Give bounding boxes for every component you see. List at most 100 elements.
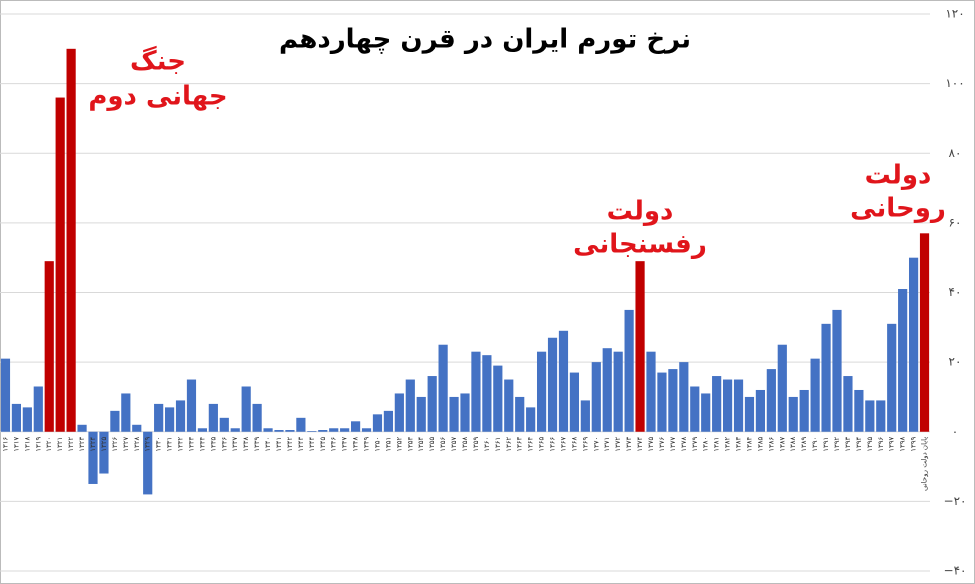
x-tick-label: ۱۳۲۰: [45, 437, 53, 452]
bars: [0, 48, 930, 495]
bar: [799, 389, 809, 432]
bar: [602, 348, 612, 432]
x-tick-label: ۱۳۱۸: [23, 437, 31, 452]
bar: [887, 323, 897, 432]
x-tick-label: ۱۳۸۷: [778, 437, 786, 452]
x-tick-label: ۱۳۸۰: [702, 437, 710, 452]
x-tick-label: ۱۳۵۷: [450, 437, 458, 452]
x-tick-label: ۱۳۴۲: [286, 437, 294, 452]
bar: [22, 407, 32, 432]
bar: [66, 48, 76, 432]
bar: [427, 376, 437, 432]
x-tick-label: ۱۳۳۱: [166, 437, 174, 452]
bar: [471, 351, 481, 432]
x-tick-label: ۱۳۴۸: [352, 437, 360, 452]
x-tick-label: ۱۳۵۰: [373, 437, 381, 452]
x-tick-label: ۱۳۳۷: [231, 437, 239, 452]
x-tick-label: ۱۳۵۱: [384, 437, 392, 452]
x-tick-label: ۱۳۸۶: [767, 437, 775, 452]
bar: [744, 396, 755, 432]
x-tick-label: ۱۳۱۶: [1, 437, 9, 452]
bar: [876, 400, 886, 432]
x-tick-label: ۱۳۸۱: [713, 437, 721, 452]
x-tick-label: ۱۳۵۵: [428, 437, 436, 452]
x-tick-label: ۱۳۱۷: [12, 437, 20, 452]
x-tick-label: ۱۳۵۸: [461, 437, 469, 452]
bar: [536, 351, 547, 432]
x-tick-label: ۱۳۷۴: [636, 437, 644, 452]
annotation: جنگ: [130, 46, 186, 77]
y-tick-label: ۲۰: [949, 355, 962, 369]
x-tick-label: ۱۳۴۷: [341, 437, 349, 452]
x-tick-label: ۱۳۷۰: [592, 437, 600, 452]
y-tick-label: ۱۲۰: [945, 7, 964, 21]
annotation: دولت: [607, 197, 674, 227]
bar: [908, 257, 919, 432]
bar: [701, 393, 711, 432]
x-tick-label: ۱۳۸۹: [800, 437, 808, 452]
x-tick-label: ۱۳۶۲: [505, 437, 513, 452]
bar: [898, 289, 908, 432]
bar: [613, 351, 623, 432]
x-tick-label: ۱۳۹۵: [866, 437, 874, 452]
bar: [438, 344, 448, 432]
bar: [919, 233, 930, 432]
bar: [175, 400, 186, 432]
x-tick-label: ۱۳۹۱: [822, 437, 830, 452]
x-tick-label: ۱۳۲۹: [144, 437, 152, 452]
bar: [44, 261, 54, 432]
y-tick-label: ۰: [952, 424, 958, 438]
bar: [186, 379, 197, 432]
bar: [416, 396, 426, 432]
x-tick-label: ۱۳۴۹: [363, 437, 371, 452]
bar: [99, 431, 109, 474]
annotation: روحانی: [850, 194, 946, 224]
x-tick-label: ۱۳۵۹: [472, 437, 480, 452]
x-tick-label: ۱۳۳۲: [177, 437, 185, 452]
x-tick-label: ۱۳۹۷: [888, 437, 896, 452]
annotation: رفسنجانی: [573, 230, 707, 260]
bar: [515, 396, 525, 432]
bar: [591, 362, 601, 432]
bar: [657, 372, 667, 432]
x-tick-label: ۱۳۲۵: [100, 437, 108, 452]
bar: [372, 414, 383, 432]
bar: [635, 261, 645, 432]
x-tick-label: ۱۳۹۳: [844, 437, 852, 452]
y-tick-label: −۴۰: [944, 564, 967, 578]
x-tick-label: ۱۳۶۰: [483, 437, 491, 452]
bar: [821, 323, 831, 432]
x-tick-label: ۱۳۸۵: [756, 437, 764, 452]
x-tick-label: ۱۳۸۸: [789, 437, 797, 452]
x-tick-label: ۱۳۲۷: [122, 437, 130, 452]
x-tick-label: ۱۳۵۶: [439, 437, 447, 452]
bar: [361, 428, 372, 432]
x-tick-label: ۱۳۴۰: [264, 437, 272, 452]
bar: [329, 428, 339, 432]
x-tick-label: ۱۳۳۶: [220, 437, 228, 452]
bar: [493, 365, 503, 432]
y-tick-label: ۸۰: [949, 146, 962, 160]
bar: [55, 97, 65, 432]
bar: [733, 379, 744, 432]
bar: [832, 309, 842, 432]
x-tick-label: ۱۳۳۵: [209, 437, 217, 452]
bar: [383, 410, 394, 432]
bar: [263, 428, 273, 432]
bar: [646, 351, 656, 432]
bar: [274, 430, 284, 432]
x-tick-label: ۱۳۳۳: [187, 437, 195, 452]
bar: [690, 386, 700, 432]
bar: [679, 362, 689, 432]
bar: [755, 389, 766, 432]
bar: [504, 379, 514, 432]
x-tick-label: ۱۳۲۲: [67, 437, 75, 452]
bar: [208, 403, 218, 432]
bar: [668, 369, 678, 432]
bar: [164, 407, 175, 432]
chart-title: نرخ تورم ایران در قرن چهاردهم: [279, 25, 691, 55]
grid: [0, 13, 930, 572]
bar: [88, 431, 98, 484]
bar: [154, 403, 164, 432]
x-tick-label: ۱۳۲۱: [56, 437, 64, 452]
